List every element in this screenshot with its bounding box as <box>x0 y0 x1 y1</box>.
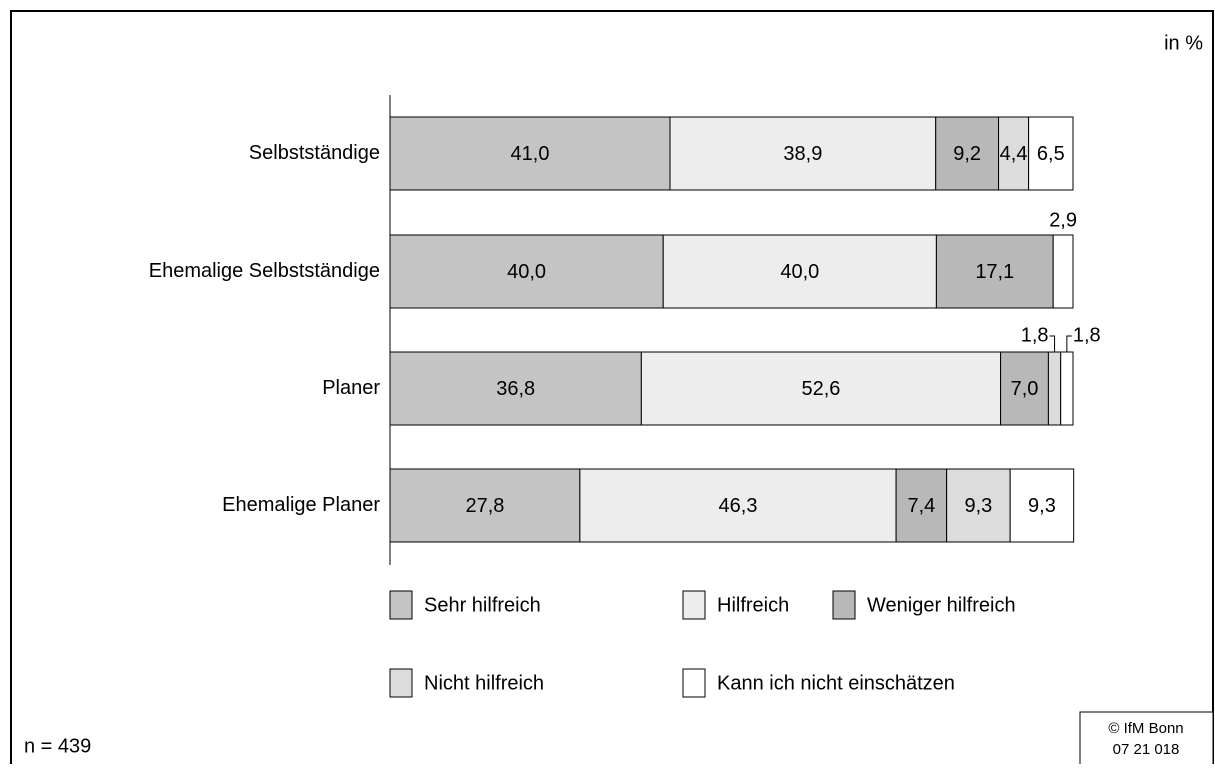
category-label: Planer <box>322 377 380 399</box>
legend-swatch <box>682 590 706 620</box>
category-label: Ehemalige Planer <box>222 494 380 516</box>
value-label: 4,4 <box>1000 143 1028 165</box>
source-line: © IfM Bonn <box>1108 720 1183 737</box>
source-line: 07 21 018 <box>1113 741 1180 758</box>
value-label: 52,6 <box>802 378 841 400</box>
frame <box>10 10 1214 769</box>
bar-segment <box>389 116 671 191</box>
value-label: 38,9 <box>783 143 822 165</box>
value-label: 40,0 <box>507 261 546 283</box>
legend-label: Weniger hilfreich <box>867 594 1016 616</box>
legend-label: Nicht hilfreich <box>424 672 544 694</box>
value-label: 46,3 <box>719 495 758 517</box>
bar-segment <box>389 468 581 543</box>
value-label: 9,3 <box>1028 495 1056 517</box>
legend-swatch <box>682 668 706 698</box>
bar-segment <box>640 351 1002 426</box>
bar-segment <box>1028 116 1074 191</box>
bar-segment <box>1060 351 1074 426</box>
bar-segment <box>579 468 897 543</box>
value-label: 2,9 <box>1049 209 1077 231</box>
legend-swatch <box>389 668 413 698</box>
value-label: 6,5 <box>1037 143 1065 165</box>
source-box <box>1079 711 1214 769</box>
bar-segment <box>1000 351 1049 426</box>
category-label: Selbstständige <box>249 142 380 164</box>
category-label: Ehemalige Selbstständige <box>149 260 380 282</box>
value-label: 41,0 <box>511 143 550 165</box>
leader-line <box>1049 335 1056 352</box>
legend-label: Kann ich nicht einschätzen <box>717 672 955 694</box>
value-label: 7,0 <box>1011 378 1039 400</box>
sample-note: n = 439 <box>24 735 91 757</box>
value-label: 9,3 <box>964 495 992 517</box>
value-label: 17,1 <box>975 261 1014 283</box>
bar-segment <box>1009 468 1075 543</box>
unit-label: in % <box>1164 32 1203 54</box>
bar-segment <box>935 234 1054 309</box>
bar-segment <box>895 468 948 543</box>
bar-segment <box>662 234 937 309</box>
value-label: 1,8 <box>1021 324 1049 346</box>
value-label: 36,8 <box>496 378 535 400</box>
legend-swatch <box>389 590 413 620</box>
bar-segment <box>389 234 664 309</box>
value-label: 9,2 <box>953 143 981 165</box>
bar-segment <box>389 351 642 426</box>
value-label: 27,8 <box>465 495 504 517</box>
bar-segment <box>998 116 1030 191</box>
bar-segment <box>1052 234 1074 309</box>
legend-label: Sehr hilfreich <box>424 594 541 616</box>
value-label: 1,8 <box>1073 324 1101 346</box>
legend-label: Hilfreich <box>717 594 789 616</box>
bar-segment <box>1047 351 1062 426</box>
legend-swatch <box>832 590 856 620</box>
value-label: 40,0 <box>780 261 819 283</box>
value-label: 7,4 <box>907 495 935 517</box>
leader-line <box>1066 335 1072 352</box>
